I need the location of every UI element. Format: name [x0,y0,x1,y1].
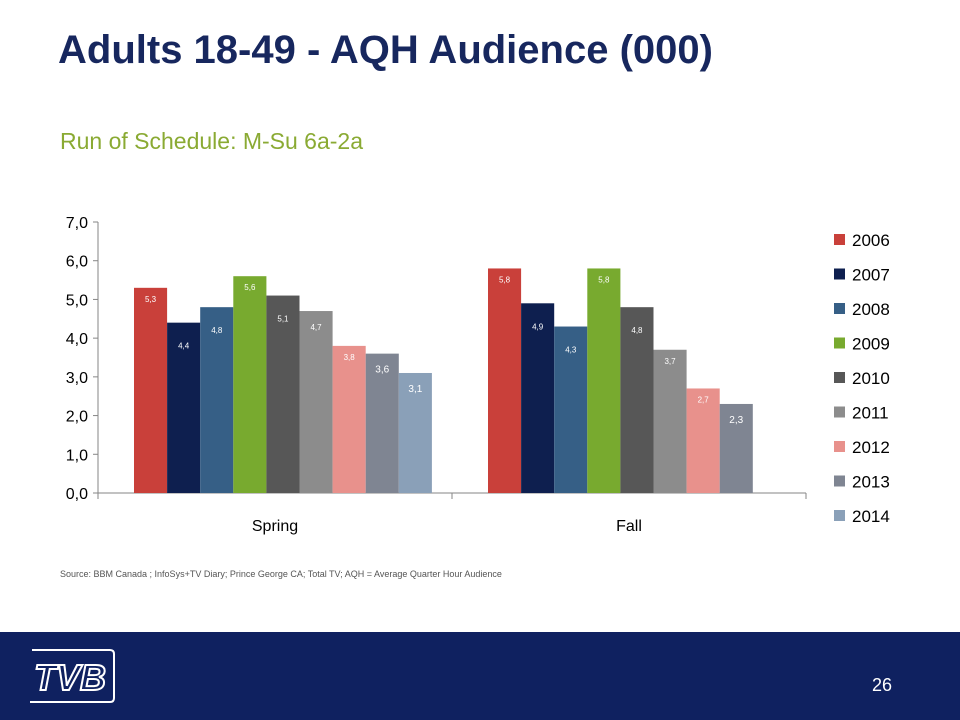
bar-data-label: 5,6 [244,283,256,292]
legend-swatch [834,441,845,452]
legend-label: 2008 [852,300,890,319]
y-tick-label: 5,0 [66,292,88,309]
bar [200,307,234,493]
page-number: 26 [871,675,892,695]
legend-swatch [834,337,845,349]
bar-data-label: 3,7 [664,357,676,366]
legend-label: 2014 [852,507,890,526]
bar [620,307,654,493]
bar [653,349,687,493]
svg-text:TVB: TVB [34,657,106,698]
bar-data-label: 3,8 [344,353,356,362]
legend-label: 2011 [852,404,889,423]
slide-subtitle: Run of Schedule: M-Su 6a-2a [60,128,364,154]
bar-data-label: 3,6 [375,365,389,376]
bar [332,345,366,493]
y-tick-label: 0,0 [66,486,88,503]
bar-data-label: 4,3 [565,346,577,355]
slide-title: Adults 18-49 - AQH Audience (000) [58,28,713,72]
bar [365,353,399,493]
bar-data-label: 2,7 [698,395,710,404]
legend-swatch [834,234,845,245]
bar [398,372,432,493]
legend-swatch [834,406,845,418]
x-category-label: Fall [616,518,642,535]
bar-data-label: 2,3 [729,415,743,426]
bar-data-label: 4,8 [631,326,643,335]
bar [134,287,168,493]
legend-label: 2012 [852,438,890,457]
bar [587,268,621,493]
bar-chart: 0,0 1,0 2,0 3,0 4,0 5,0 6,0 7,0 5,3 4,4 4,8 5,6 5,1 4… [66,215,890,535]
bar-data-label: 4,8 [211,326,223,335]
y-tick-label: 7,0 [66,215,88,232]
legend-label: 2007 [852,266,890,285]
bar [554,326,588,493]
bar [521,303,555,493]
source-note: Source: BBM Canada ; InfoSys+TV Diary; P… [60,569,502,579]
bar [266,295,300,493]
legend-label: 2006 [852,231,890,250]
bar-data-label: 4,9 [532,322,544,331]
y-tick-label: 6,0 [66,254,88,271]
bar [233,276,267,493]
legend-swatch [834,303,845,314]
bar [719,403,753,493]
y-tick-label: 1,0 [66,447,88,464]
y-tick-label: 4,0 [66,331,88,348]
legend-swatch [834,475,845,487]
tvb-logo: TVB [30,649,115,703]
y-tick-label: 3,0 [66,370,88,387]
legend-swatch [834,268,845,280]
legend-swatch [834,372,845,383]
bar-data-label: 3,1 [408,384,422,395]
legend-swatch [834,510,845,521]
legend-label: 2013 [852,473,890,492]
bar-data-label: 5,8 [598,275,610,284]
bar [167,322,201,493]
legend-label: 2009 [852,335,890,354]
bar-data-label: 5,8 [499,275,511,284]
bar [686,388,720,493]
x-category-label: Spring [252,518,298,535]
bar-data-label: 4,4 [178,342,190,351]
footer-bar: TVB 26 [0,632,960,720]
bar-data-label: 5,1 [277,315,289,324]
y-tick-label: 2,0 [66,409,88,426]
bar-data-label: 5,3 [145,295,157,304]
bar [299,311,333,493]
legend-label: 2010 [852,369,890,388]
bar [488,268,522,493]
bar-data-label: 4,7 [310,323,322,332]
